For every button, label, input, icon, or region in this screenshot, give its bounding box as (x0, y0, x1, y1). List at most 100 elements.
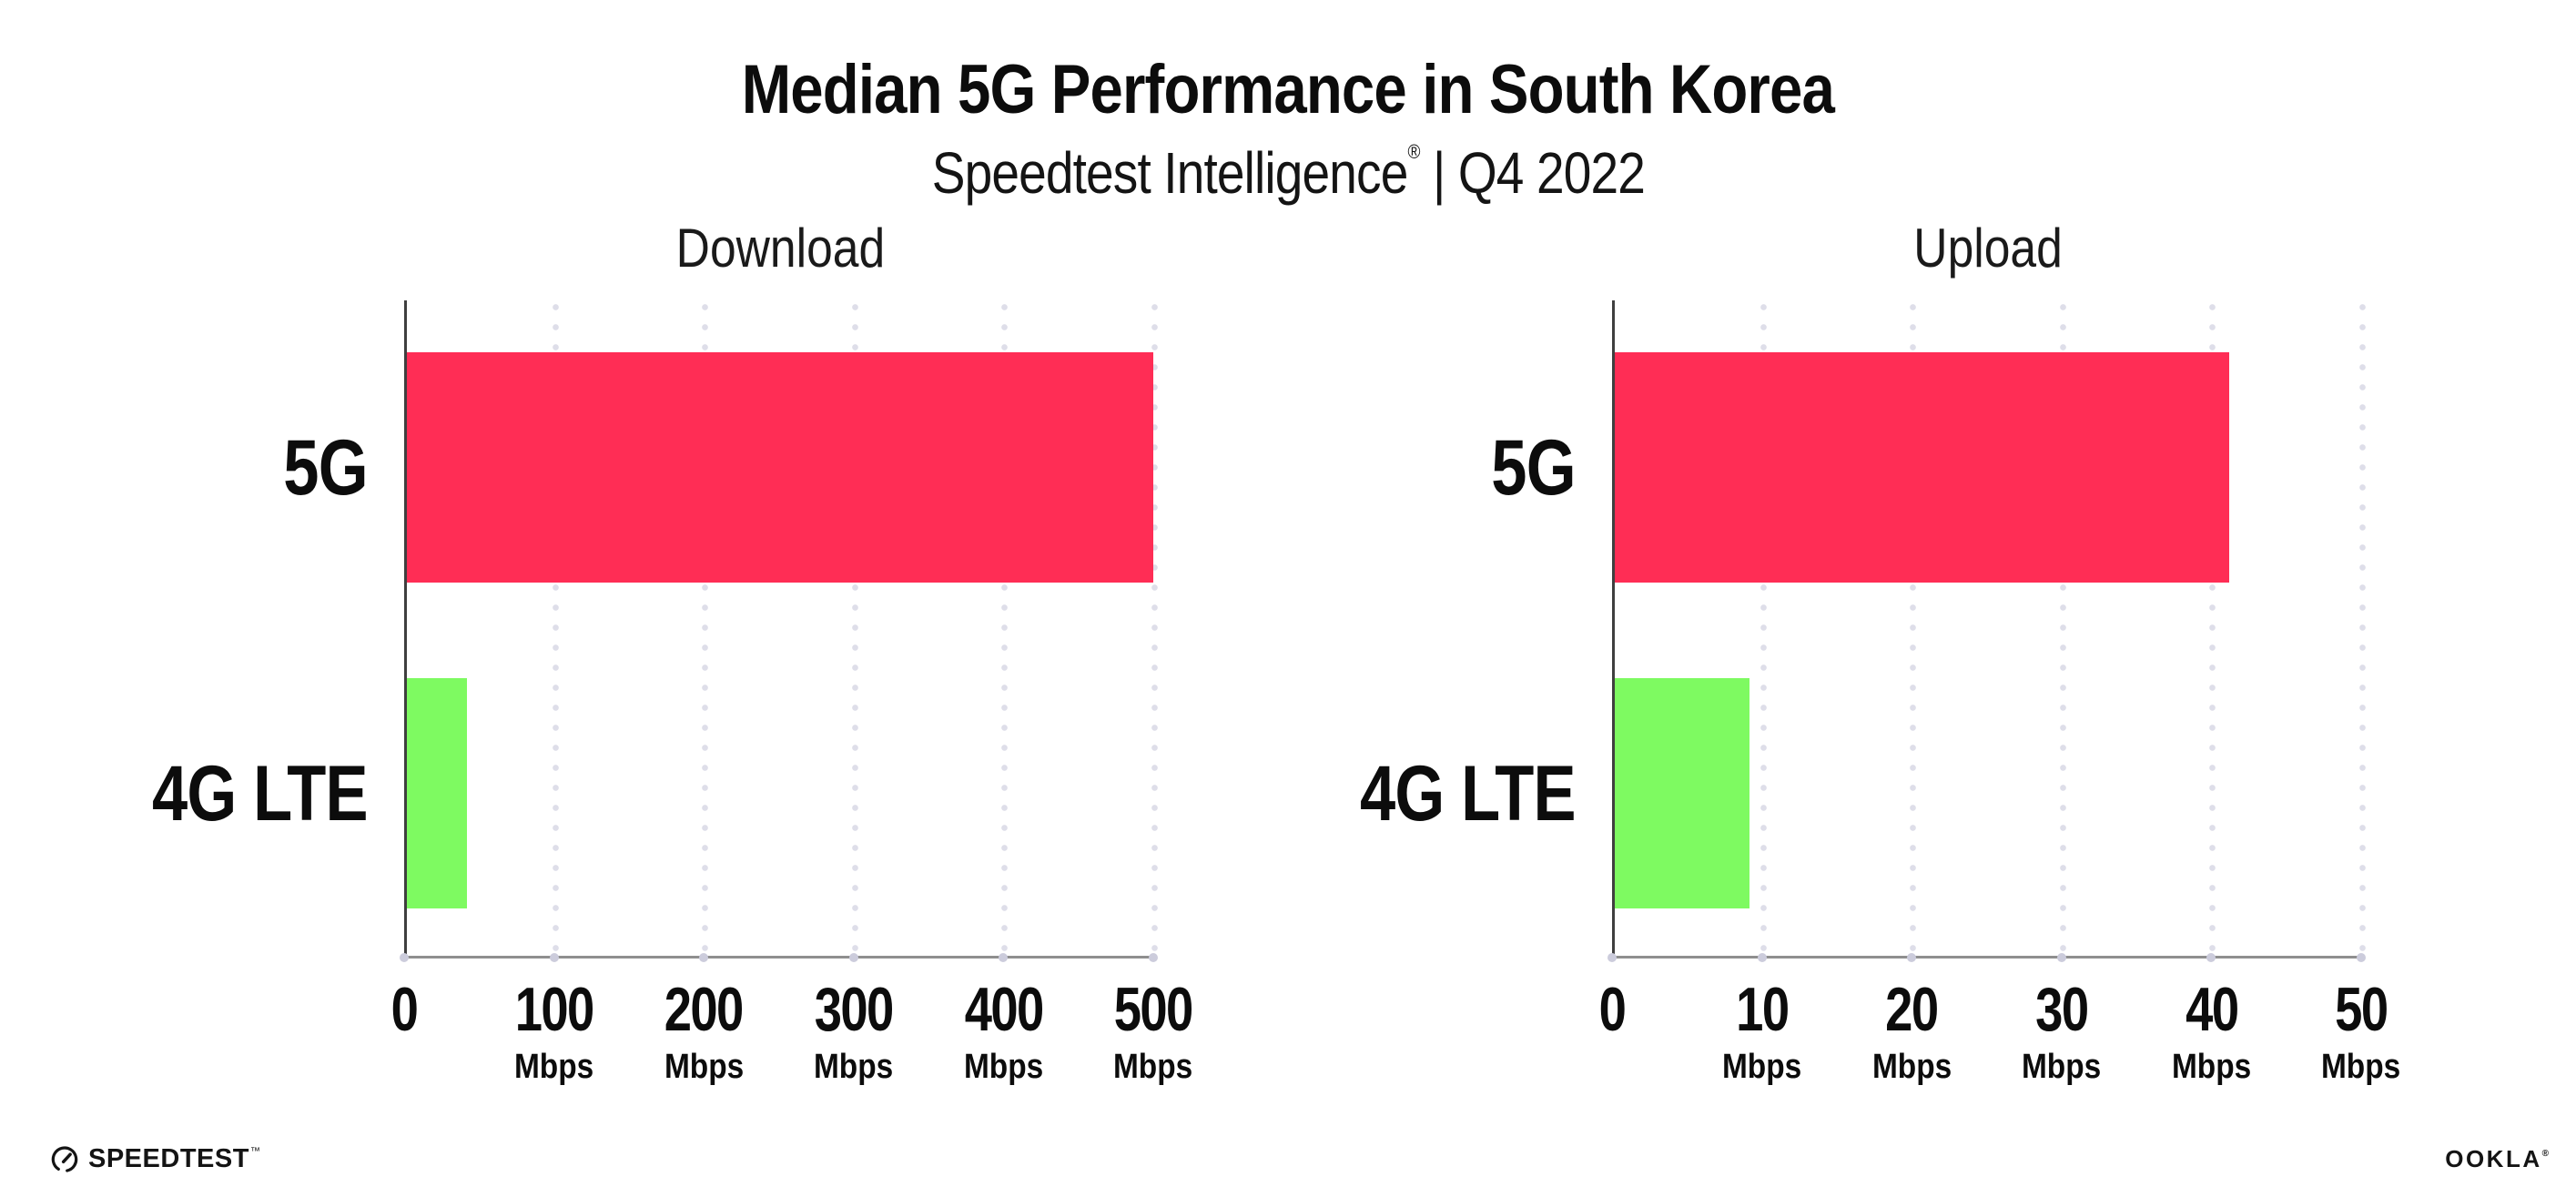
bar-4g-lte (407, 678, 467, 908)
axis-tick-dot (549, 953, 559, 962)
registered-mark-icon: ® (1407, 140, 1420, 164)
chart-title-text: Upload (1913, 218, 2063, 279)
plot-area-upload (1612, 300, 2366, 959)
x-tick-value-text: 400 (964, 975, 1044, 1044)
x-tick-unit-text: Mbps (664, 1048, 744, 1086)
x-tick-unit: Mbps (1952, 1050, 2171, 1084)
y-axis-label: 5G (4, 418, 369, 518)
x-tick-unit: Mbps (1044, 1050, 1263, 1084)
chart-title-upload: Upload (1384, 217, 2576, 279)
y-axis-label: 5G (1212, 418, 1577, 518)
subtitle-period: | Q4 2022 (1419, 140, 1646, 207)
x-tick-value-text: 20 (1885, 975, 1940, 1044)
x-tick-value: 0 (295, 979, 513, 1040)
grid-line (1910, 304, 1917, 956)
x-tick-label: 50 Mbps (2252, 979, 2470, 1084)
x-tick-value: 200 (594, 979, 813, 1040)
grid-line (2359, 304, 2366, 956)
page-title-text: Median 5G Performance in South Korea (741, 50, 1835, 128)
speedtest-wordmark: SPEEDTEST™ (88, 1144, 260, 1174)
x-tick-unit-text: Mbps (2321, 1048, 2401, 1086)
chart-title-download: Download (177, 217, 1384, 279)
page-subtitle: Speedtest Intelligence® | Q4 2022 (0, 141, 2576, 204)
x-tick-unit: Mbps (445, 1050, 664, 1084)
page-subtitle-text: Speedtest Intelligence® | Q4 2022 (931, 140, 1646, 207)
trademark-icon: ™ (249, 1145, 261, 1157)
x-tick-unit-text: Mbps (1721, 1048, 1802, 1086)
grid-line (1001, 304, 1009, 956)
x-tick-unit: Mbps (894, 1050, 1112, 1084)
x-tick-value: 500 (1044, 979, 1263, 1040)
x-tick-label: 100 Mbps (445, 979, 664, 1084)
x-tick-value-text: 0 (1598, 975, 1627, 1044)
grid-line (702, 304, 709, 956)
x-tick-label: 300 Mbps (745, 979, 963, 1084)
x-tick-value: 0 (1503, 979, 1721, 1040)
x-tick-unit: Mbps (2252, 1050, 2470, 1084)
x-tick-value-text: 300 (814, 975, 895, 1044)
x-tick-label: 0 (1503, 979, 1721, 1040)
bar-4g-lte (1615, 678, 1750, 908)
x-tick-value: 20 (1802, 979, 2021, 1040)
y-axis-label-text: 5G (283, 423, 369, 512)
x-tick-unit: Mbps (594, 1050, 813, 1084)
speedtest-logo: SPEEDTEST™ (50, 1143, 260, 1174)
subtitle-brand: Speedtest Intelligence (931, 140, 1408, 207)
x-tick-unit: Mbps (745, 1050, 963, 1084)
grid-line (1760, 304, 1767, 956)
x-tick-label: 0 (295, 979, 513, 1040)
axis-tick-dot (1757, 953, 1767, 962)
axis-tick-dot (1149, 953, 1158, 962)
x-tick-unit-text: Mbps (1113, 1048, 1193, 1086)
x-tick-value-text: 30 (2035, 975, 2089, 1044)
axis-tick-dot (2357, 953, 2366, 962)
ookla-wordmark: OOKLA (2445, 1145, 2542, 1172)
axis-tick-dot (999, 953, 1009, 962)
axis-tick-dot (1907, 953, 1917, 962)
x-tick-label: 10 Mbps (1653, 979, 1871, 1084)
bar-5g (1615, 352, 2229, 583)
x-tick-value-text: 200 (664, 975, 745, 1044)
y-axis-label-text: 4G LTE (1360, 749, 1577, 837)
grid-line (1151, 304, 1158, 956)
axis-tick-dot (2206, 953, 2216, 962)
speedtest-gauge-icon (51, 1146, 78, 1172)
x-tick-unit-text: Mbps (2022, 1048, 2102, 1086)
bar-5g (407, 352, 1153, 583)
ookla-registered-icon: ® (2541, 1149, 2549, 1159)
y-axis-label: 4G LTE (4, 744, 369, 844)
y-axis-label-text: 4G LTE (152, 749, 369, 837)
axis-tick-dot (1607, 953, 1617, 962)
x-tick-unit: Mbps (1653, 1050, 1871, 1084)
x-tick-label: 20 Mbps (1802, 979, 2021, 1084)
axis-tick-dot (2056, 953, 2066, 962)
plot-area-download (404, 300, 1158, 959)
x-tick-value: 10 (1653, 979, 1871, 1040)
grid-line (552, 304, 559, 956)
x-tick-value-text: 10 (1735, 975, 1790, 1044)
y-axis-label-text: 5G (1491, 423, 1577, 512)
x-tick-value: 100 (445, 979, 664, 1040)
x-tick-label: 500 Mbps (1044, 979, 1263, 1084)
page-title: Median 5G Performance in South Korea (0, 54, 2576, 127)
x-tick-unit-text: Mbps (814, 1048, 894, 1086)
x-tick-label: 40 Mbps (2102, 979, 2320, 1084)
ookla-logo: OOKLA® (2445, 1145, 2549, 1173)
x-tick-value: 50 (2252, 979, 2470, 1040)
x-tick-value: 30 (1952, 979, 2171, 1040)
axis-tick-dot (848, 953, 858, 962)
x-tick-unit-text: Mbps (1871, 1048, 1952, 1086)
speedtest-label: SPEEDTEST (88, 1143, 249, 1173)
x-tick-value: 400 (894, 979, 1112, 1040)
x-tick-label: 400 Mbps (894, 979, 1112, 1084)
grid-line (2209, 304, 2216, 956)
y-axis-label: 4G LTE (1212, 744, 1577, 844)
x-tick-value-text: 0 (390, 975, 419, 1044)
x-tick-unit-text: Mbps (2171, 1048, 2252, 1086)
x-tick-unit: Mbps (1802, 1050, 2021, 1084)
axis-tick-dot (699, 953, 709, 962)
x-tick-value: 300 (745, 979, 963, 1040)
x-tick-label: 200 Mbps (594, 979, 813, 1084)
x-tick-label: 30 Mbps (1952, 979, 2171, 1084)
